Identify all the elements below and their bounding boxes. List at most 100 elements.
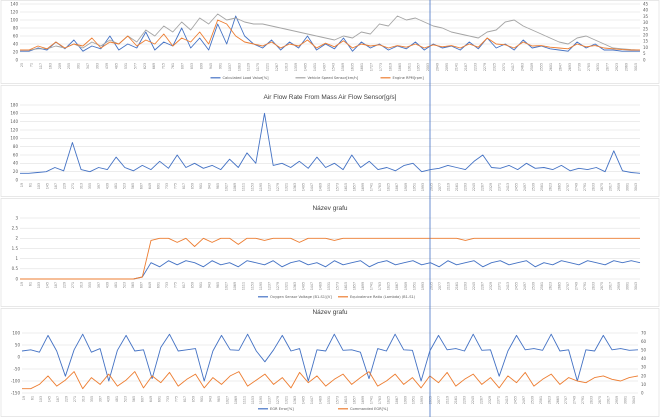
y2-tick-label: 25	[643, 26, 649, 31]
x-tick-label: 163	[48, 63, 52, 69]
y-tick-label: 0.5	[12, 266, 19, 271]
x-tick-label: 2497	[523, 183, 527, 191]
legend-label: EGR Error[%]	[270, 407, 294, 411]
y-tick-label: 80	[13, 25, 19, 30]
y-tick-label: 160	[10, 111, 18, 116]
x-tick-label: 817	[182, 183, 186, 189]
x-tick-label: 1489	[319, 396, 323, 404]
x-tick-label: 2749	[574, 183, 578, 191]
x-tick-label: 2623	[549, 282, 553, 290]
x-tick-label: 2329	[489, 183, 493, 191]
x-tick-label: 1951	[412, 396, 416, 404]
x-tick-label: 61	[29, 183, 33, 187]
x-tick-label: 1783	[378, 396, 382, 404]
x-tick-label: 2161	[455, 183, 459, 191]
x-tick-label: 1615	[344, 396, 348, 404]
x-tick-label: 1321	[284, 183, 288, 191]
x-tick-label: 229	[63, 183, 67, 189]
x-tick-label: 481	[115, 396, 119, 402]
chart-frame	[0, 85, 660, 197]
x-tick-label: 1681	[360, 63, 364, 71]
x-tick-label: 2917	[608, 282, 612, 290]
x-tick-label: 1489	[318, 282, 322, 290]
x-tick-label: 1993	[421, 183, 425, 191]
x-tick-label: 1543	[332, 63, 336, 71]
y-tick-label: 0	[15, 276, 18, 281]
x-tick-label: 71	[29, 63, 33, 67]
x-tick-label: 2049	[436, 63, 440, 71]
x-tick-label: 565	[132, 396, 136, 402]
x-tick-label: 3043	[634, 282, 638, 290]
x-tick-label: 607	[139, 282, 143, 288]
x-tick-label: 2665	[557, 282, 561, 290]
x-tick-label: 2287	[480, 396, 484, 404]
x-tick-label: 2875	[598, 396, 602, 404]
y-tick-label: 100	[12, 330, 20, 335]
x-tick-label: 2833	[590, 396, 594, 404]
x-tick-label: 1405	[302, 396, 306, 404]
x-tick-label: 2371	[502, 63, 506, 71]
x-tick-label: 2791	[583, 183, 587, 191]
x-tick-label: 2141	[455, 63, 459, 71]
x-tick-label: 649	[148, 282, 152, 288]
x-tick-label: 3001	[625, 183, 629, 191]
x-tick-label: 439	[105, 183, 109, 189]
y-tick-label: 20	[13, 49, 19, 54]
x-tick-label: 3043	[634, 183, 638, 191]
x-tick-label: 859	[191, 183, 195, 189]
x-tick-label: 271	[71, 282, 75, 288]
x-tick-label: 481	[114, 183, 118, 189]
x-tick-label: 1909	[404, 282, 408, 290]
x-tick-label: 2371	[498, 183, 502, 191]
x-tick-label: 1867	[395, 183, 399, 191]
x-tick-label: 1237	[267, 282, 271, 290]
x-tick-label: 19	[20, 183, 24, 187]
chart-frame	[0, 0, 660, 84]
x-tick-label: 1069	[233, 183, 237, 191]
x-tick-label: 1635	[351, 63, 355, 71]
y2-tick-label: 10	[641, 382, 647, 387]
x-tick-label: 2665	[556, 396, 560, 404]
x-tick-label: 1699	[361, 396, 365, 404]
x-tick-label: 1741	[370, 282, 374, 290]
x-tick-label: 1195	[259, 282, 263, 290]
y2-tick-label: 50	[641, 348, 647, 353]
x-tick-label: 1447	[310, 396, 314, 404]
x-tick-label: 1359	[294, 63, 298, 71]
x-tick-label: 901	[200, 396, 204, 402]
x-tick-label: 2455	[515, 183, 519, 191]
x-tick-label: 313	[80, 282, 84, 288]
y-tick-label: 180	[10, 102, 18, 107]
chart-frame	[0, 198, 660, 307]
x-tick-label: 117	[39, 63, 43, 69]
y-tick-label: 100	[10, 136, 18, 141]
x-tick-label: 2095	[445, 63, 449, 71]
x-tick-label: 2413	[506, 282, 510, 290]
x-tick-label: 2077	[438, 282, 442, 290]
x-tick-label: 2203	[463, 282, 467, 290]
x-tick-label: 901	[199, 282, 203, 288]
x-tick-label: 1083	[237, 63, 241, 71]
x-tick-label: 2875	[600, 282, 604, 290]
x-tick-label: 1531	[327, 183, 331, 191]
x-tick-label: 1865	[398, 63, 402, 71]
x-tick-label: 1027	[225, 396, 229, 404]
x-tick-label: 2623	[549, 183, 553, 191]
x-tick-label: 1447	[310, 282, 314, 290]
y2-tick-label: 40	[641, 356, 647, 361]
x-tick-label: 1069	[233, 282, 237, 290]
x-tick-label: 859	[191, 282, 195, 288]
x-tick-label: 1237	[267, 183, 271, 191]
y2-tick-label: 20	[643, 33, 649, 38]
x-tick-label: 1911	[407, 63, 411, 71]
x-tick-label: 355	[88, 183, 92, 189]
x-tick-label: 1069	[234, 396, 238, 404]
x-tick-label: 1111	[242, 282, 246, 290]
x-tick-label: 2923	[615, 63, 619, 71]
x-tick-label: 1129	[247, 63, 251, 71]
x-tick-label: 1783	[378, 282, 382, 290]
x-tick-label: 103	[39, 396, 43, 402]
x-tick-label: 733	[165, 183, 169, 189]
x-tick-label: 103	[37, 282, 41, 288]
